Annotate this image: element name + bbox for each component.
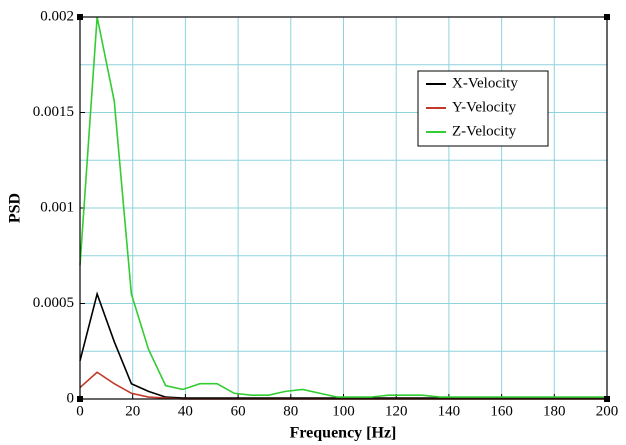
x-tick-label: 200 — [596, 403, 619, 419]
y-tick-label: 0.002 — [40, 8, 74, 24]
legend-label: X-Velocity — [452, 75, 518, 91]
corner-marker — [77, 396, 83, 402]
corner-marker — [604, 14, 610, 20]
data-line — [79, 291, 607, 399]
x-tick-label: 40 — [178, 403, 193, 419]
x-axis-title: Frequency [Hz] — [290, 425, 397, 442]
x-tick-label: 160 — [490, 403, 513, 419]
x-tick-label: 0 — [76, 403, 84, 419]
plot-frame — [79, 16, 608, 400]
corner-marker — [77, 14, 83, 20]
y-tick-label: 0.001 — [40, 199, 74, 215]
y-tick-label: 0.0015 — [33, 104, 74, 120]
x-tick-label: 100 — [332, 403, 355, 419]
x-tick-label: 20 — [125, 403, 140, 419]
data-line — [79, 16, 607, 398]
x-tick-label: 60 — [231, 403, 246, 419]
y-tick-label: 0 — [67, 390, 75, 406]
corner-marker — [604, 396, 610, 402]
y-tick-label: 0.0005 — [33, 295, 74, 311]
y-axis-title: PSD — [7, 193, 24, 223]
legend-label: Z-Velocity — [452, 123, 517, 139]
x-tick-label: 80 — [283, 403, 298, 419]
legend-label: Y-Velocity — [452, 99, 517, 115]
x-tick-label: 140 — [438, 403, 461, 419]
x-tick-label: 120 — [385, 403, 408, 419]
x-tick-label: 180 — [543, 403, 566, 419]
